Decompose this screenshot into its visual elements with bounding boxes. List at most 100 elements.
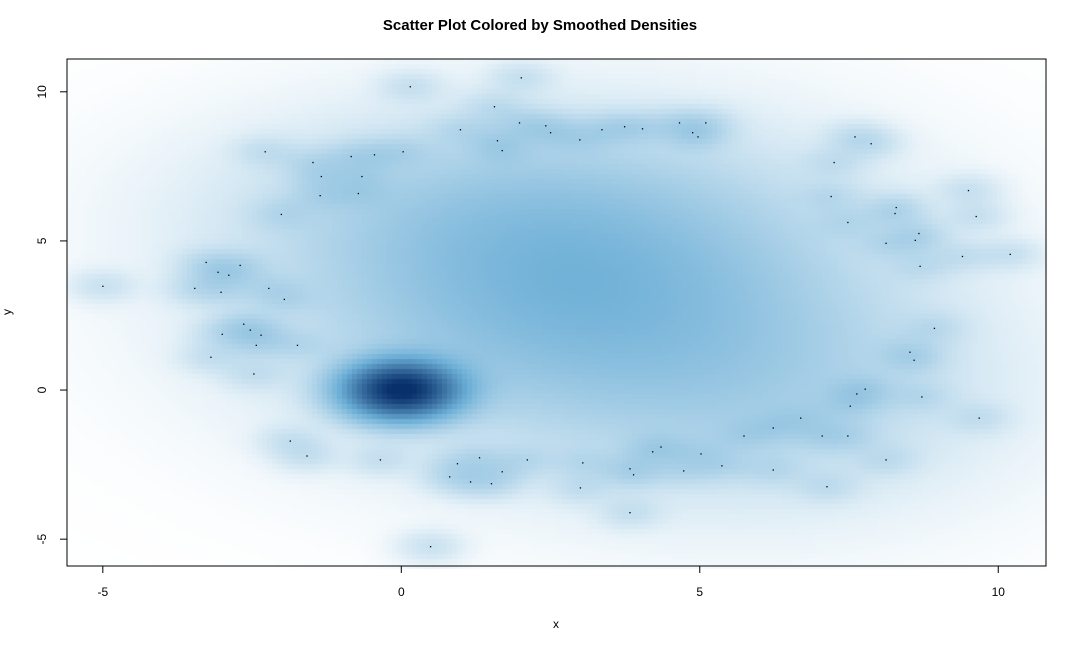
x-tick-label: 5 [696, 585, 703, 599]
data-point [402, 151, 404, 153]
data-point [678, 122, 681, 124]
data-point [683, 470, 685, 472]
data-point [283, 298, 285, 301]
data-point [721, 465, 723, 467]
data-point [579, 139, 581, 141]
data-point [847, 221, 849, 224]
data-point [660, 446, 662, 448]
data-point [361, 175, 363, 178]
data-point [918, 232, 920, 235]
y-tick-label: 0 [35, 386, 49, 393]
data-point [264, 151, 266, 153]
data-point [885, 459, 887, 461]
data-point [243, 323, 245, 325]
data-point [249, 329, 251, 331]
data-point [350, 155, 352, 158]
data-point [579, 487, 582, 489]
data-point [260, 334, 262, 336]
data-point [545, 125, 547, 127]
data-point [194, 287, 196, 290]
data-point [379, 459, 382, 461]
data-point [629, 468, 631, 470]
data-point [772, 427, 774, 429]
x-tick-label: -5 [97, 585, 108, 599]
data-point [496, 140, 499, 142]
data-point [280, 213, 283, 216]
data-point [239, 264, 241, 267]
x-tick-label: 0 [398, 585, 405, 599]
data-point [549, 132, 552, 134]
data-point [833, 161, 835, 164]
x-tick-label: 10 [992, 585, 1006, 599]
data-point [493, 106, 496, 108]
data-point [501, 471, 503, 473]
data-point [449, 476, 451, 478]
data-point [459, 129, 462, 131]
plot-frame [66, 58, 1047, 567]
data-point [210, 356, 212, 358]
data-point [978, 417, 980, 419]
data-point [697, 136, 699, 138]
data-point [312, 161, 314, 164]
data-point [520, 77, 522, 79]
y-tick-label: 10 [35, 85, 49, 99]
y-tick-label: -5 [35, 533, 49, 544]
data-point [228, 274, 230, 276]
data-point [478, 457, 481, 459]
data-point [849, 405, 851, 407]
data-point [102, 285, 104, 287]
data-point [919, 265, 921, 267]
data-point [856, 393, 858, 395]
y-axis-label: y [0, 309, 14, 315]
data-point [601, 129, 603, 131]
y-axis: -5 0 5 10 [35, 85, 67, 544]
data-point [885, 242, 887, 245]
data-point [652, 451, 654, 453]
data-point [967, 189, 970, 192]
data-point [909, 351, 911, 353]
data-point [961, 255, 964, 258]
data-point [821, 435, 823, 437]
data-point [705, 122, 707, 124]
data-point [253, 373, 255, 375]
data-point [933, 327, 936, 330]
data-point [641, 128, 644, 130]
data-point [320, 175, 323, 178]
data-point [854, 136, 856, 138]
data-point [623, 126, 626, 128]
data-point [268, 287, 270, 290]
data-point [205, 261, 207, 264]
data-point [469, 481, 472, 483]
data-point [914, 239, 916, 242]
data-point [306, 455, 308, 457]
data-point [526, 459, 528, 461]
data-point [1009, 253, 1011, 256]
data-point [913, 359, 915, 361]
data-point [373, 154, 376, 156]
data-point [255, 344, 257, 347]
data-point [319, 194, 321, 197]
data-point [220, 291, 222, 293]
data-point [830, 195, 832, 198]
data-point [894, 212, 896, 215]
data-point [217, 271, 219, 273]
data-point [847, 435, 849, 437]
data-point [772, 469, 774, 471]
x-axis-label: x [553, 617, 559, 631]
data-point [409, 86, 411, 88]
data-point [700, 453, 702, 455]
data-point [582, 462, 584, 464]
data-point [289, 440, 291, 442]
data-point [632, 474, 635, 476]
data-point [692, 132, 694, 134]
data-point [518, 122, 521, 124]
data-point [975, 215, 977, 218]
data-point [501, 149, 503, 152]
data-point [895, 206, 897, 209]
data-point [357, 192, 360, 195]
data-point [743, 435, 745, 437]
data-point [826, 486, 828, 488]
data-point [296, 344, 299, 347]
data-point [456, 463, 459, 465]
